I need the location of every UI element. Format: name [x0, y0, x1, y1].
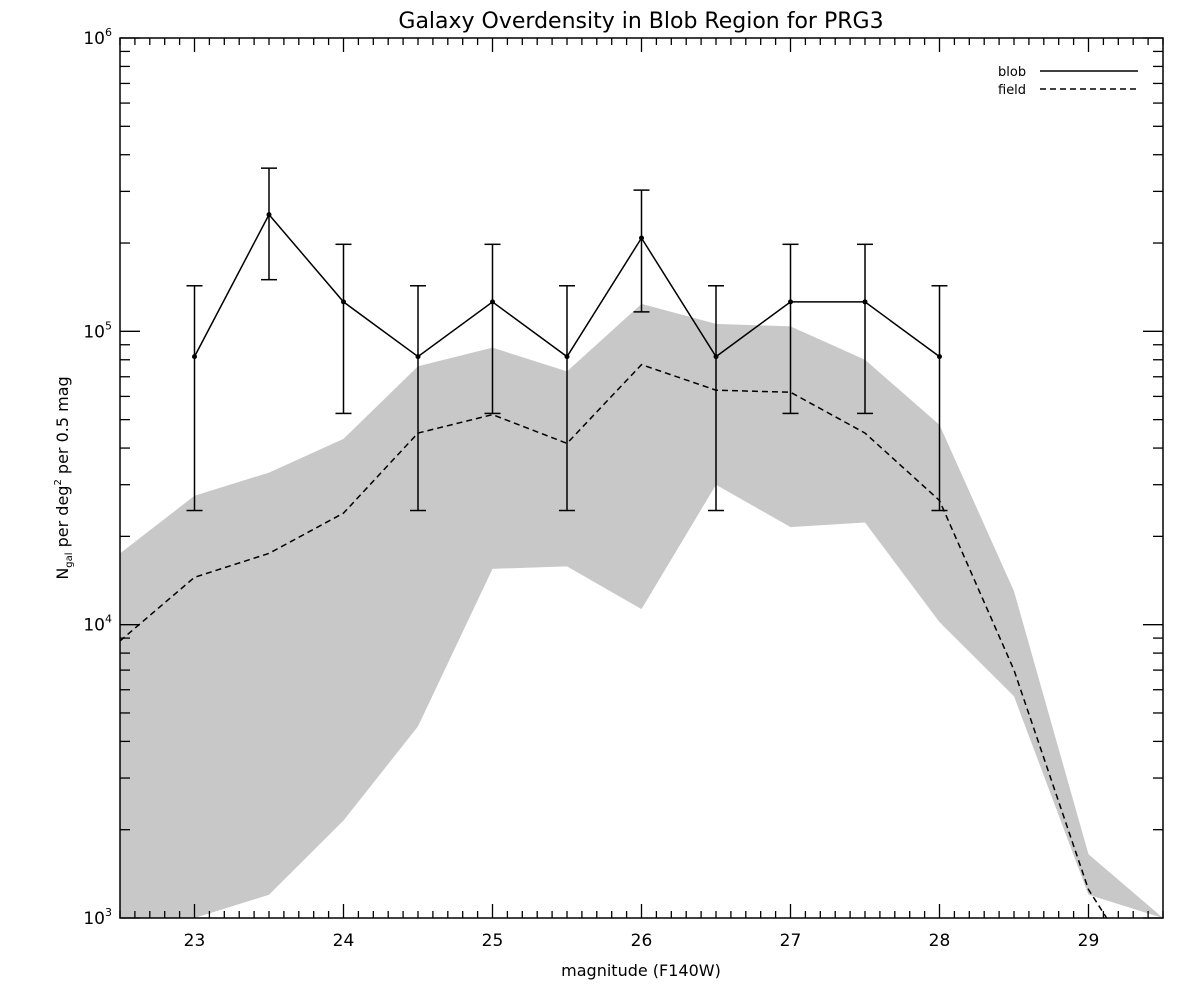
y-axis-label-tail: per 0.5 mag — [53, 376, 72, 479]
y-axis-label-superscript: 2 — [53, 479, 64, 485]
y-tick-label-base: 10 — [83, 322, 105, 342]
x-tick-label: 23 — [184, 931, 206, 951]
blob-point — [266, 212, 272, 218]
y-tick-label-exponent: 6 — [105, 26, 112, 39]
x-tick-label: 25 — [482, 931, 504, 951]
legend: blob field — [998, 65, 1138, 98]
y-tick-label: 105 — [83, 319, 112, 342]
blob-point — [490, 299, 495, 305]
field-band — [120, 303, 1163, 918]
y-axis-label: Ngal per deg2 per 0.5 mag — [53, 376, 75, 579]
y-tick-label-base: 10 — [83, 29, 105, 49]
chart-title: Galaxy Overdensity in Blob Region for PR… — [398, 9, 883, 34]
y-tick-label-exponent: 5 — [105, 319, 112, 332]
blob-point — [192, 354, 197, 360]
y-tick-label-base: 10 — [83, 909, 105, 929]
y-tick-label: 106 — [83, 26, 112, 49]
x-axis-label: magnitude (F140W) — [561, 961, 721, 980]
y-axis-label-subscript: gal — [64, 552, 75, 567]
y-tick-label-exponent: 4 — [105, 613, 112, 626]
blob-point — [341, 299, 346, 305]
x-tick-label: 24 — [333, 931, 355, 951]
y-tick-label-base: 10 — [83, 616, 105, 636]
blob-point — [415, 354, 421, 360]
field-band-layer — [120, 303, 1163, 918]
x-tick-label: 28 — [929, 931, 951, 951]
tick-layer — [119, 37, 1164, 919]
blob-point — [639, 235, 644, 241]
y-tick-label: 103 — [83, 906, 112, 929]
y-tick-label-exponent: 3 — [105, 906, 112, 919]
y-tick-label: 104 — [83, 613, 112, 636]
x-tick-label: 26 — [631, 931, 653, 951]
blob-point — [788, 299, 793, 305]
x-tick-label: 29 — [1078, 931, 1100, 951]
y-axis-label-middle: per deg — [53, 486, 72, 553]
legend-label-blob: blob — [998, 65, 1026, 80]
blob-point — [862, 299, 868, 305]
legend-label-field: field — [998, 83, 1026, 98]
field-line — [120, 363, 1108, 918]
x-tick-label: 27 — [780, 931, 802, 951]
blob-point — [713, 354, 719, 360]
series-layer — [120, 167, 1108, 918]
y-axis-label-main: N — [53, 568, 72, 580]
blob-point — [937, 354, 942, 360]
blob-point — [564, 354, 570, 360]
